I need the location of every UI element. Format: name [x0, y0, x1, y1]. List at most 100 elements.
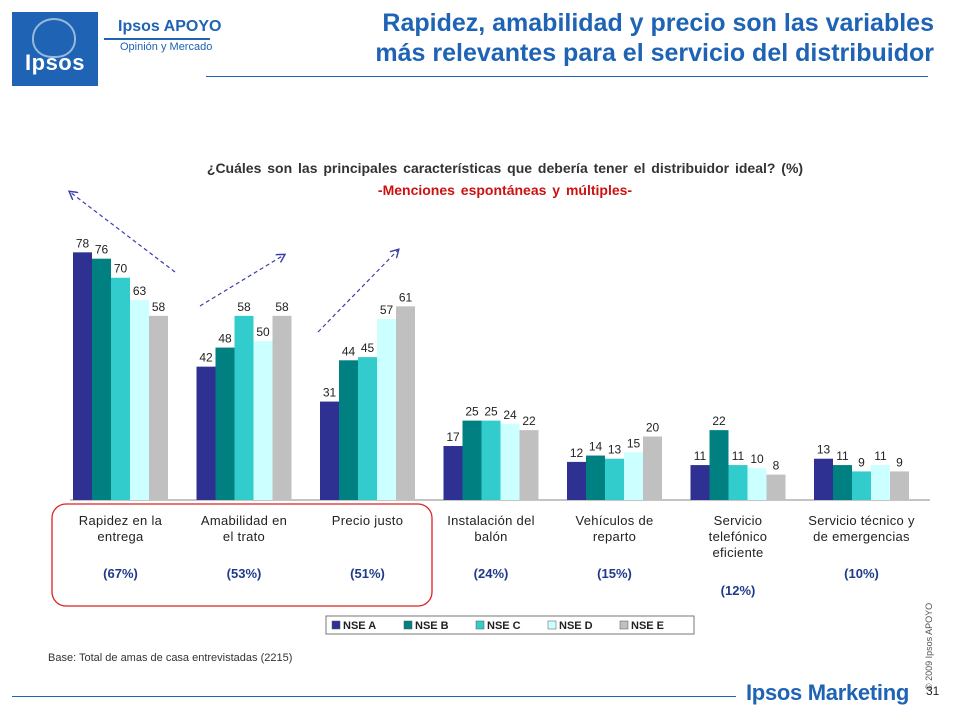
total-label: (10%): [844, 566, 879, 581]
company-divider: [104, 38, 210, 40]
category-label: el trato: [223, 529, 265, 544]
face-icon: [32, 18, 76, 58]
bar: [196, 366, 216, 500]
bar: [709, 430, 729, 500]
company-subtitle: Opinión y Mercado: [120, 41, 213, 53]
total-label: (51%): [350, 566, 385, 581]
data-label: 78: [76, 236, 90, 250]
data-label: 50: [256, 325, 270, 339]
bar: [396, 306, 415, 500]
bar: [890, 471, 909, 500]
data-label: 58: [152, 300, 166, 314]
data-label: 45: [361, 341, 375, 355]
data-label: 48: [218, 332, 232, 346]
legend-swatch: [475, 620, 485, 630]
data-label: 31: [323, 386, 337, 400]
bar: [73, 252, 92, 500]
bar: [149, 315, 168, 500]
bar: [833, 465, 852, 500]
title-line-1: Rapidez, amabilidad y precio son las var…: [382, 9, 934, 37]
page-number: 31: [926, 684, 940, 698]
data-label: 58: [275, 300, 289, 314]
data-label: 22: [712, 414, 726, 428]
category-label: telefónico: [709, 529, 768, 544]
legend-swatch: [619, 620, 629, 630]
trend-arrow: [70, 192, 176, 273]
bar: [852, 471, 871, 500]
bar: [747, 468, 767, 500]
data-label: 9: [896, 455, 903, 469]
chart-question: ¿Cuáles son las principales característi…: [206, 160, 804, 176]
legend-box: [325, 615, 695, 635]
title-line-2: más relevantes para el servicio del dist…: [375, 39, 934, 67]
data-label: 11: [874, 449, 887, 463]
category-label: entrega: [97, 529, 144, 544]
category-label: Instalación del: [447, 513, 535, 528]
data-label: 63: [133, 284, 147, 298]
data-label: 70: [114, 262, 128, 276]
category-label: Rapidez en la: [79, 513, 163, 528]
data-label: 25: [484, 405, 498, 419]
data-label: 42: [199, 351, 213, 365]
category-label: balón: [474, 529, 507, 544]
legend-swatch: [403, 620, 413, 630]
bar: [814, 458, 833, 500]
data-label: 11: [732, 449, 745, 463]
category-label: Amabilidad en: [201, 513, 287, 528]
data-label: 44: [342, 344, 356, 358]
page-title: Rapidez, amabilidad y precio son las var…: [222, 8, 934, 68]
bar: [443, 446, 463, 500]
bar: [643, 436, 662, 500]
data-label: 22: [522, 414, 536, 428]
category-label: Servicio técnico y: [808, 513, 915, 528]
bar: [481, 420, 501, 500]
data-label: 13: [608, 443, 622, 457]
bar: [605, 458, 624, 500]
data-label: 58: [237, 300, 251, 314]
highlight-box: [51, 503, 433, 607]
bar: [728, 465, 748, 500]
data-label: 11: [694, 449, 707, 463]
bar: [377, 319, 396, 500]
category-label: Precio justo: [332, 513, 404, 528]
legend-swatch: [547, 620, 557, 630]
data-label: 12: [570, 446, 584, 460]
bar: [500, 423, 520, 500]
data-label: 76: [95, 243, 109, 257]
category-label: Vehículos de: [575, 513, 653, 528]
legend-label: NSE D: [559, 620, 593, 632]
bar: [215, 347, 235, 500]
bar: [766, 474, 786, 500]
data-label: 14: [589, 440, 603, 454]
bar: [586, 455, 605, 500]
total-label: (12%): [721, 583, 756, 598]
data-label: 17: [446, 430, 460, 444]
data-label: 24: [503, 408, 517, 422]
bar: [339, 360, 358, 500]
bar: [130, 299, 149, 500]
bar: [462, 420, 482, 500]
title-divider: [206, 76, 928, 77]
data-label: 25: [465, 405, 479, 419]
data-label: 15: [627, 436, 641, 450]
data-label: 57: [380, 303, 394, 317]
trend-arrow: [317, 250, 398, 333]
legend-label: NSE B: [415, 620, 449, 632]
total-label: (15%): [597, 566, 632, 581]
bar: [624, 452, 643, 500]
category-label: eficiente: [712, 545, 763, 560]
data-label: 9: [858, 455, 865, 469]
legend-label: NSE C: [487, 620, 521, 632]
bar: [358, 357, 377, 500]
bar: [234, 315, 254, 500]
data-label: 11: [836, 449, 849, 463]
total-label: (24%): [474, 566, 509, 581]
bar: [567, 461, 586, 500]
category-label: de emergencias: [813, 529, 910, 544]
footer-divider: [12, 696, 736, 697]
trend-arrows: [70, 192, 398, 333]
data-label: 61: [399, 290, 413, 304]
data-label: 10: [750, 452, 764, 466]
category-label: reparto: [593, 529, 636, 544]
